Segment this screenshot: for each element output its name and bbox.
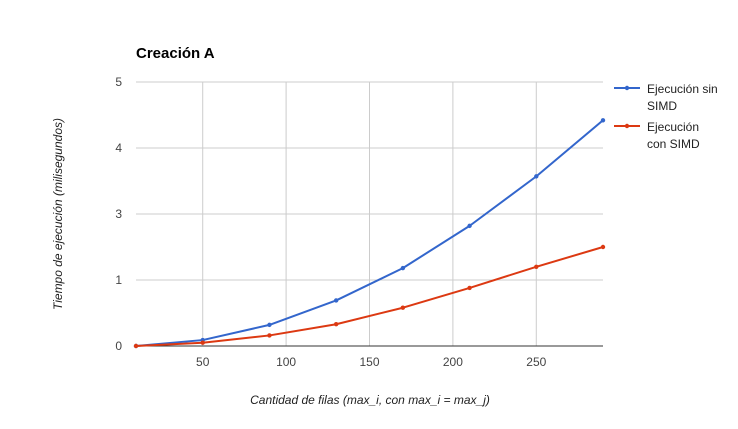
x-tick-label: 250 <box>526 355 546 369</box>
data-point <box>133 343 139 349</box>
series-line <box>135 246 604 347</box>
y-tick-label: 5 <box>115 75 122 89</box>
series-layer <box>133 118 606 349</box>
data-point <box>534 174 539 179</box>
data-point <box>400 265 406 271</box>
axes: 0 1 3 4 5 50 100 150 200 250 <box>115 75 603 369</box>
legend[interactable]: Ejecución sin SIMD Ejecución con SIMD <box>614 82 718 151</box>
y-tick-label: 0 <box>115 339 122 353</box>
data-point <box>467 285 472 291</box>
x-tick-label: 150 <box>359 355 379 369</box>
y-axis-label: Tiempo de ejecución (milisegundos) <box>51 118 65 310</box>
legend-label: Ejecución sin <box>647 82 718 96</box>
gridlines <box>136 81 603 346</box>
legend-label: Ejecución <box>647 120 699 134</box>
x-axis-label: Cantidad de filas (max_i, con max_i = ma… <box>250 393 490 407</box>
chart-title: Creación A <box>136 45 215 62</box>
legend-swatch-point <box>624 123 630 129</box>
data-point <box>333 298 339 303</box>
data-point <box>600 244 606 250</box>
data-point <box>200 340 205 345</box>
data-point <box>333 322 339 327</box>
x-tick-label: 200 <box>443 355 463 369</box>
x-tick-label: 100 <box>276 355 296 369</box>
legend-swatch-point <box>624 85 630 91</box>
y-tick-label: 3 <box>115 207 122 221</box>
series-line <box>135 119 604 347</box>
data-point <box>267 322 272 328</box>
data-point <box>534 264 539 269</box>
data-point <box>267 333 272 338</box>
x-tick-label: 50 <box>196 355 210 369</box>
data-point <box>467 223 472 229</box>
y-tick-label: 1 <box>115 273 122 287</box>
data-point <box>400 305 406 310</box>
legend-label: SIMD <box>647 99 677 113</box>
data-point <box>600 118 606 123</box>
y-tick-label: 4 <box>115 141 122 155</box>
legend-label: con SIMD <box>647 137 700 151</box>
